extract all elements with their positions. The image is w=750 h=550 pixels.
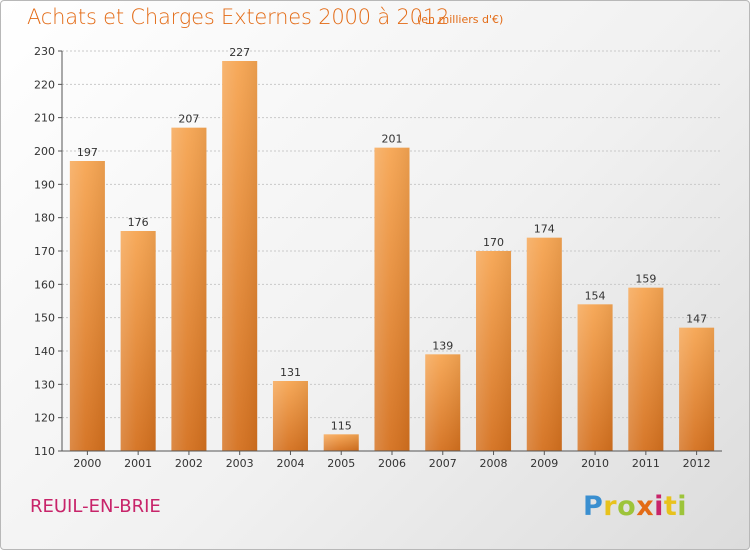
value-label: 115	[331, 419, 352, 432]
y-tick-label: 150	[34, 312, 55, 325]
value-label: 170	[483, 236, 504, 249]
y-tick-label: 200	[34, 145, 55, 158]
y-tick-label: 180	[34, 212, 55, 225]
bar-shine	[69, 161, 105, 451]
value-label: 131	[280, 366, 301, 379]
value-label: 227	[229, 46, 250, 59]
y-tick-label: 210	[34, 112, 55, 125]
y-tick-label: 190	[34, 178, 55, 191]
y-tick-label: 220	[34, 78, 55, 91]
x-tick-label: 2001	[124, 457, 152, 470]
bar-shine	[120, 231, 156, 451]
x-tick-label: 2011	[632, 457, 660, 470]
value-label: 197	[77, 146, 98, 159]
bar-shine	[222, 61, 258, 451]
x-tick-label: 2003	[226, 457, 254, 470]
bar-shine	[171, 127, 207, 452]
x-tick-label: 2004	[276, 457, 304, 470]
proxiti-logo: Proxiti	[583, 491, 688, 522]
value-label: 147	[686, 313, 707, 326]
y-tick-label: 160	[34, 278, 55, 291]
y-tick-label: 120	[34, 412, 55, 425]
value-label: 201	[382, 133, 403, 146]
value-label: 207	[178, 113, 199, 126]
bar-shine	[577, 304, 613, 451]
chart-subtitle: (en milliers d'€)	[417, 13, 504, 26]
bar-shine	[628, 287, 664, 451]
x-tick-label: 2010	[581, 457, 609, 470]
value-label: 159	[635, 273, 656, 286]
bar-shine	[323, 434, 359, 451]
y-tick-label: 110	[34, 445, 55, 458]
x-tick-label: 2002	[175, 457, 203, 470]
bar-shine	[272, 381, 308, 451]
x-tick-label: 2012	[683, 457, 711, 470]
x-tick-label: 2008	[480, 457, 508, 470]
value-label: 139	[432, 339, 453, 352]
bar-shine	[526, 237, 562, 451]
y-tick-label: 170	[34, 245, 55, 258]
commune-name: REUIL-EN-BRIE	[30, 496, 161, 517]
x-tick-label: 2006	[378, 457, 406, 470]
value-label: 154	[585, 289, 606, 302]
value-label: 174	[534, 223, 555, 236]
x-tick-label: 2007	[429, 457, 457, 470]
bar-shine	[679, 327, 715, 451]
x-tick-label: 2009	[530, 457, 558, 470]
x-tick-label: 2005	[327, 457, 355, 470]
x-tick-label: 2000	[73, 457, 101, 470]
chart-title: Achats et Charges Externes 2000 à 2012	[27, 5, 450, 29]
y-tick-label: 230	[34, 45, 55, 58]
y-tick-label: 130	[34, 378, 55, 391]
bar-shine	[425, 354, 461, 451]
y-tick-label: 140	[34, 345, 55, 358]
bar-shine	[374, 147, 410, 451]
value-label: 176	[128, 216, 149, 229]
bar-shine	[476, 251, 512, 451]
